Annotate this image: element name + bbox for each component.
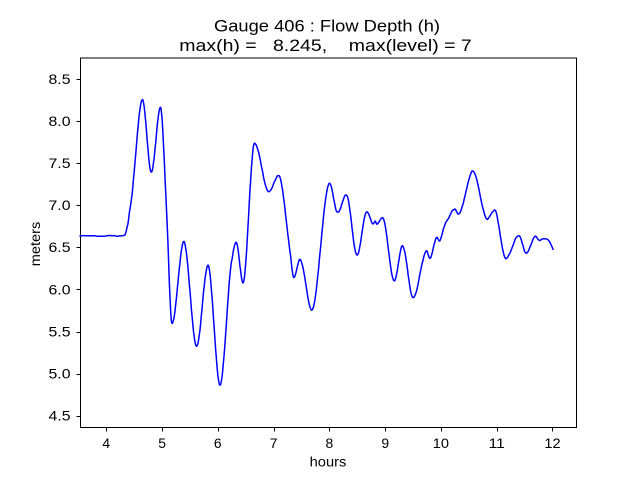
svg-text:7.0: 7.0 (49, 197, 71, 213)
svg-text:8.5: 8.5 (49, 71, 71, 87)
svg-text:Gauge 406 : Flow Depth (h): Gauge 406 : Flow Depth (h) (214, 16, 440, 35)
svg-text:max(h) = 8.245, max(level: max(h) = 8.245, max(level) = 7 (179, 36, 472, 55)
svg-text:meters: meters (27, 222, 43, 267)
svg-text:10: 10 (433, 435, 449, 451)
svg-text:6.5: 6.5 (49, 239, 71, 255)
svg-text:6.0: 6.0 (49, 281, 71, 297)
svg-text:8.0: 8.0 (49, 113, 71, 129)
svg-text:12: 12 (544, 435, 560, 451)
svg-text:5.5: 5.5 (49, 324, 71, 340)
svg-text:8: 8 (326, 435, 334, 451)
svg-text:hours: hours (310, 454, 347, 470)
svg-text:7: 7 (270, 435, 278, 451)
svg-text:5: 5 (158, 435, 166, 451)
svg-text:7.5: 7.5 (49, 155, 71, 171)
svg-text:4: 4 (102, 435, 110, 451)
svg-text:9: 9 (381, 435, 389, 451)
svg-text:5.0: 5.0 (49, 366, 71, 382)
svg-text:4.5: 4.5 (49, 408, 71, 424)
svg-text:11: 11 (489, 435, 506, 451)
svg-text:6: 6 (214, 435, 222, 451)
